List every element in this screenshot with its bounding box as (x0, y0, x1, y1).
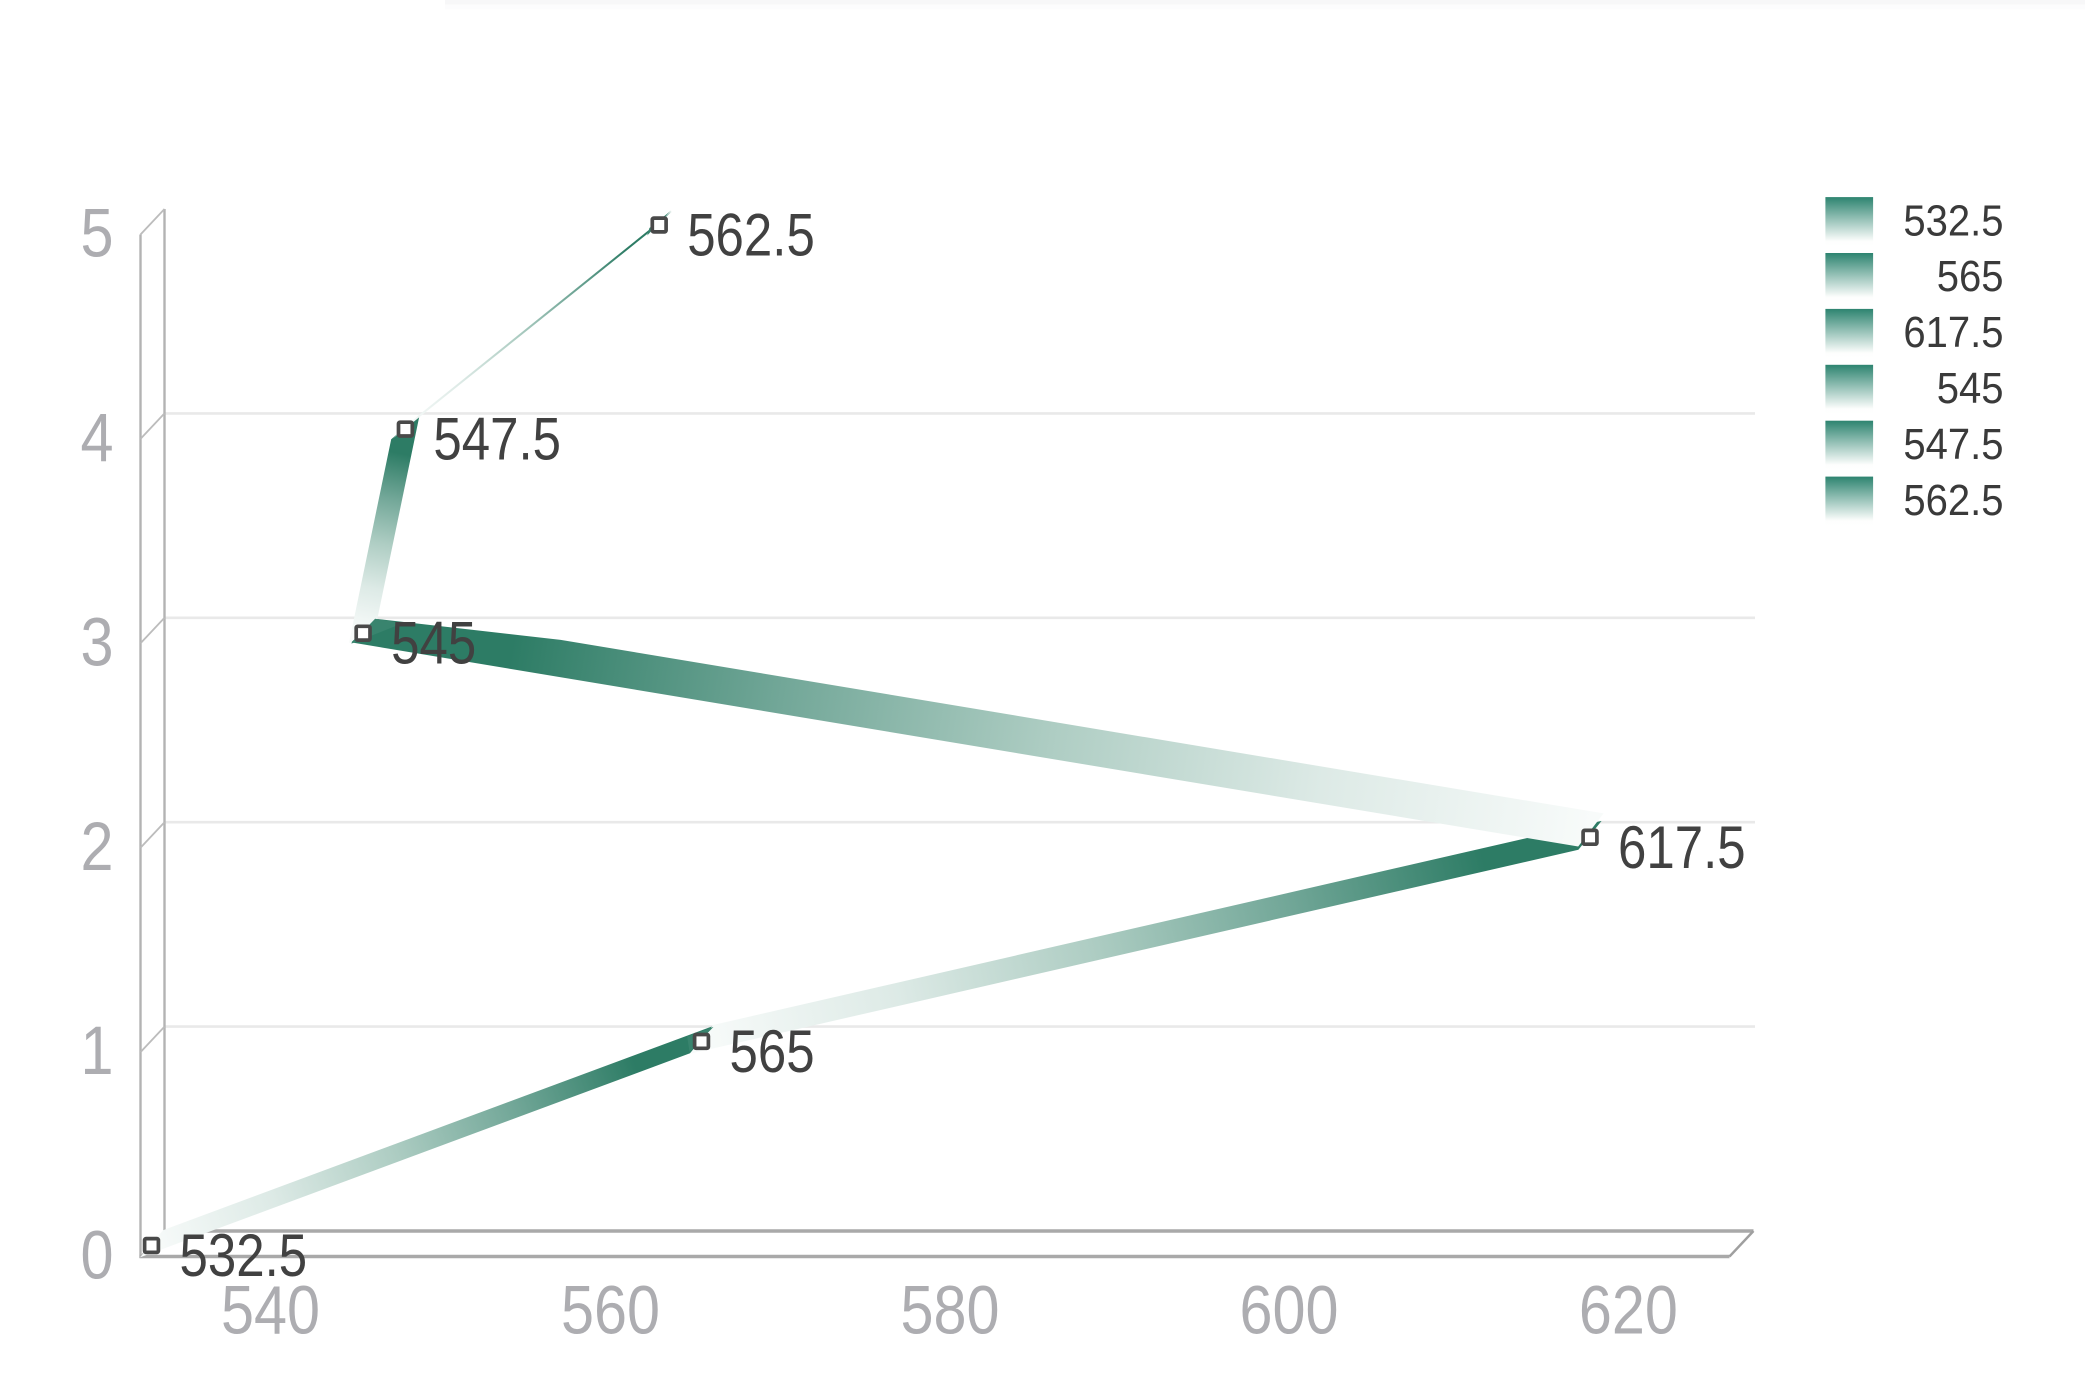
svg-text:4: 4 (80, 399, 113, 476)
svg-text:3: 3 (80, 603, 113, 680)
svg-text:532.5: 532.5 (180, 1222, 308, 1289)
svg-text:562.5: 562.5 (1903, 475, 2003, 524)
svg-text:565: 565 (1937, 251, 2004, 300)
svg-text:620: 620 (1579, 1271, 1678, 1348)
svg-text:545: 545 (1937, 363, 2004, 412)
svg-text:565: 565 (730, 1018, 815, 1085)
svg-text:617.5: 617.5 (1903, 307, 2003, 356)
svg-text:617.5: 617.5 (1618, 814, 1746, 881)
svg-text:580: 580 (901, 1271, 1000, 1348)
svg-text:0: 0 (80, 1216, 113, 1293)
svg-text:2: 2 (80, 808, 113, 885)
svg-text:547.5: 547.5 (433, 406, 561, 473)
svg-text:532.5: 532.5 (1903, 196, 2003, 245)
svg-text:562.5: 562.5 (687, 202, 815, 269)
svg-text:1: 1 (80, 1012, 113, 1089)
svg-text:5: 5 (80, 194, 113, 271)
svg-text:560: 560 (561, 1271, 660, 1348)
svg-text:545: 545 (391, 610, 476, 677)
svg-text:600: 600 (1240, 1271, 1339, 1348)
svg-text:547.5: 547.5 (1903, 419, 2003, 468)
svg-text:540: 540 (221, 1271, 320, 1348)
